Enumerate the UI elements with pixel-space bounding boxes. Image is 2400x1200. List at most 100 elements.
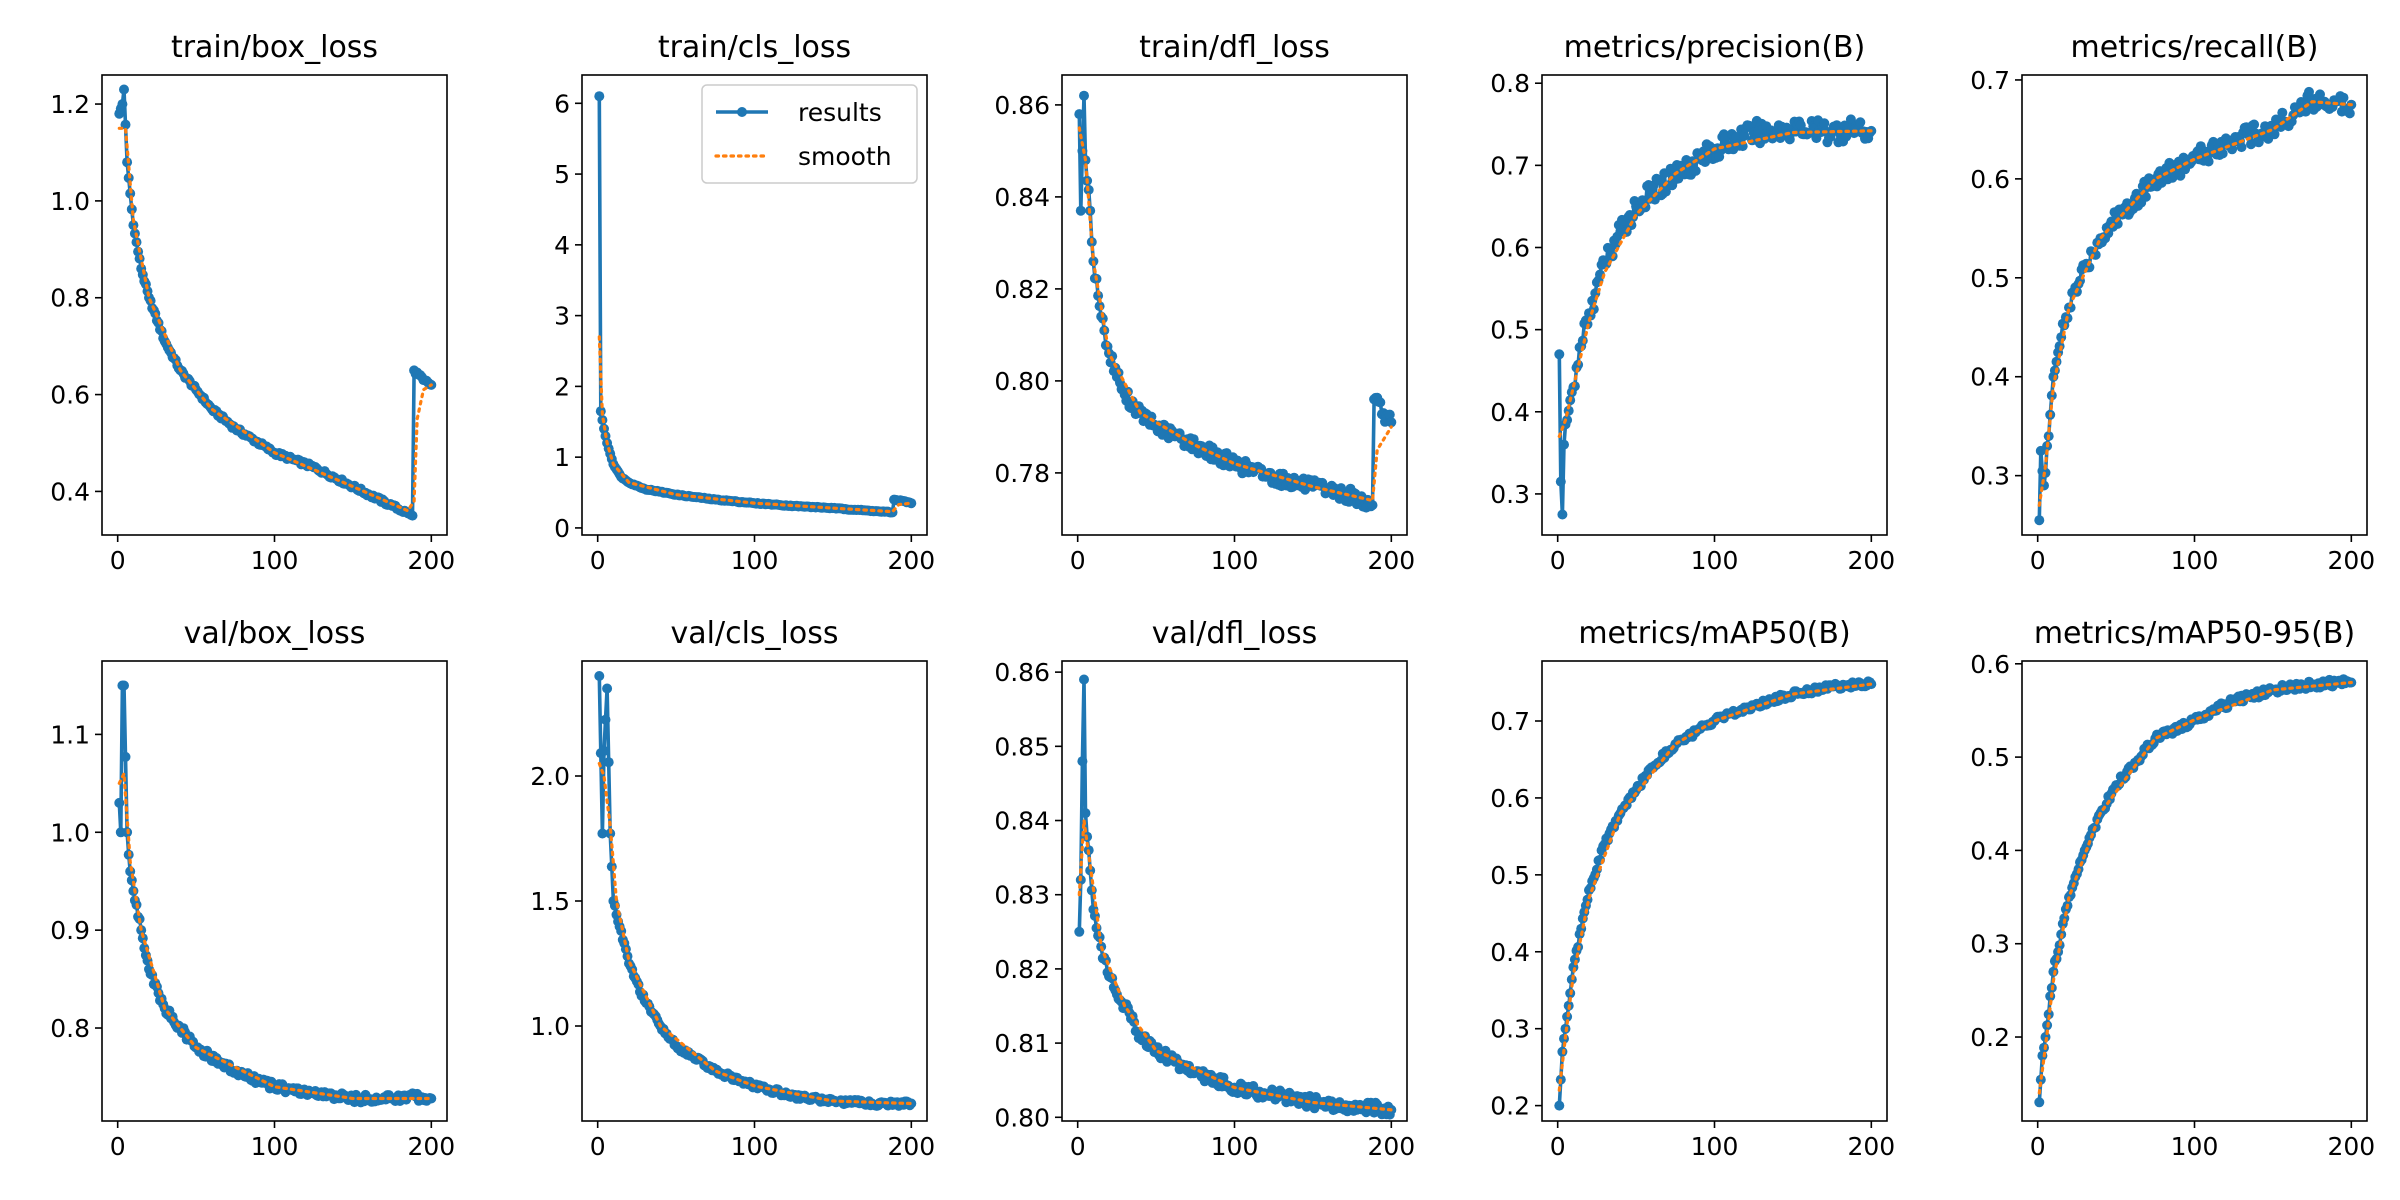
plot-area [1554, 114, 1877, 520]
y-tick-label: 1.2 [50, 90, 90, 119]
results-point [2338, 92, 2349, 103]
y-tick-label: 0.4 [1970, 363, 2010, 392]
x-tick-label: 200 [2327, 546, 2375, 575]
results-point [1074, 926, 1085, 937]
results-point [1086, 885, 1097, 896]
results-point [594, 91, 605, 102]
results-point [1075, 205, 1086, 216]
x-tick-label: 100 [1691, 546, 1739, 575]
results-point [1146, 411, 1157, 422]
x-tick-label: 100 [1691, 1132, 1739, 1161]
results-point [1079, 90, 1089, 101]
subplot-8: metrics/mAP50(B) 0 100 200 0.2 0.3 0.4 0.5 0.6 0.… [1490, 616, 1895, 1161]
results-point [1841, 131, 1852, 142]
x-tick-label: 0 [110, 1132, 126, 1161]
results-point [2269, 129, 2280, 140]
smooth-series-line [2037, 680, 2353, 1095]
x-tick-label: 100 [2171, 1132, 2219, 1161]
results-point [2049, 365, 2060, 376]
results-point [600, 714, 611, 725]
y-tick-label: 0.7 [1970, 66, 2010, 95]
x-tick-label: 0 [590, 1132, 606, 1161]
subplot-title: val/cls_loss [671, 616, 839, 651]
results-point [2304, 86, 2314, 97]
smooth-series-line [1557, 129, 1873, 438]
x-tick-label: 200 [887, 1132, 935, 1161]
plot-area [2034, 86, 2357, 526]
y-tick-label: 4 [554, 231, 570, 260]
results-point [599, 746, 609, 756]
y-tick-label: 1.1 [50, 720, 90, 749]
results-point [407, 510, 418, 521]
results-point [1739, 130, 1750, 141]
y-tick-label: 0.6 [1490, 234, 1530, 263]
y-tick-label: 0.3 [1970, 930, 2010, 959]
smooth-series-line [1077, 126, 1393, 503]
x-tick-label: 200 [1847, 1132, 1895, 1161]
x-tick-label: 0 [590, 546, 606, 575]
subplot-1: train/cls_loss 0 100 200 0 1 2 3 4 5 6 results smoot… [554, 30, 935, 575]
x-tick-label: 100 [1211, 546, 1259, 575]
results-point [603, 757, 614, 768]
results-point [120, 119, 131, 130]
x-tick-label: 0 [110, 546, 126, 575]
results-point [594, 671, 605, 681]
x-tick-label: 100 [731, 546, 779, 575]
x-tick-label: 200 [407, 546, 455, 575]
results-point [1640, 202, 1651, 213]
y-tick-label: 1.0 [50, 818, 90, 847]
subplot-0: train/box_loss 0 100 200 0.4 0.6 0.8 1.0 1.2 [50, 30, 455, 575]
y-tick-label: 0.7 [1490, 707, 1530, 736]
y-tick-label: 0.84 [994, 183, 1050, 212]
y-tick-label: 2.0 [530, 762, 570, 791]
subplot-6: val/cls_loss 0 100 200 1.0 1.5 2.0 [530, 616, 935, 1161]
results-point [1367, 500, 1378, 511]
x-tick-label: 0 [1070, 1132, 1086, 1161]
results-point [2048, 966, 2059, 977]
smooth-series-line [1557, 682, 1873, 1092]
results-point [1795, 120, 1806, 131]
smooth-series-line [597, 335, 913, 514]
plot-area [1554, 676, 1877, 1111]
x-tick-label: 0 [2030, 546, 2046, 575]
y-tick-label: 0.7 [1490, 151, 1530, 180]
results-point [1384, 409, 1395, 420]
results-point [1819, 118, 1830, 129]
x-tick-label: 200 [1847, 546, 1895, 575]
subplot-title: train/cls_loss [658, 30, 851, 65]
y-tick-label: 0.2 [1490, 1092, 1530, 1121]
subplot-title: train/dfl_loss [1139, 30, 1330, 65]
y-tick-label: 0.6 [50, 381, 90, 410]
y-tick-label: 0.81 [994, 1029, 1050, 1058]
y-tick-label: 0.80 [994, 367, 1050, 396]
y-tick-label: 0.6 [1970, 650, 2010, 679]
y-tick-label: 5 [554, 160, 570, 189]
y-tick-label: 0.85 [994, 732, 1050, 761]
legend-box [701, 84, 918, 184]
legend-results-marker [737, 107, 747, 117]
y-tick-label: 0.3 [1490, 480, 1530, 509]
results-point [1300, 484, 1311, 495]
y-tick-label: 1 [554, 443, 570, 472]
subplot-7: val/dfl_loss 0 100 200 0.80 0.81 0.82 0.83 0.84 0… [994, 616, 1415, 1161]
results-point [2140, 191, 2151, 202]
y-tick-label: 2 [554, 372, 570, 401]
y-tick-label: 0.5 [1490, 861, 1530, 890]
results-point [906, 498, 917, 509]
results-point [1731, 132, 1742, 142]
results-point [2296, 97, 2307, 107]
results-point [1080, 808, 1091, 819]
x-tick-label: 0 [1070, 546, 1086, 575]
results-point [1557, 509, 1568, 520]
results-point [1554, 1100, 1565, 1111]
results-point [2277, 107, 2288, 118]
y-tick-label: 3 [554, 302, 570, 331]
x-tick-label: 100 [251, 546, 299, 575]
results-point [1610, 239, 1621, 250]
y-tick-label: 0.9 [50, 916, 90, 945]
results-point [2051, 356, 2062, 367]
plot-area [594, 91, 917, 518]
results-point [126, 204, 137, 215]
